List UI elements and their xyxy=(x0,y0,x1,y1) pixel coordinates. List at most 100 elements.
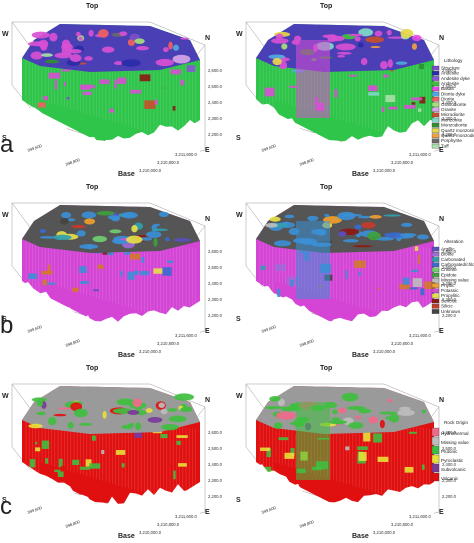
wall-patch xyxy=(264,87,275,97)
surface-domain xyxy=(374,30,383,37)
surface-domain xyxy=(158,402,165,408)
surface-domain xyxy=(126,235,143,244)
legend-swatch xyxy=(431,427,440,437)
surface-domain xyxy=(53,234,72,241)
wall-patch xyxy=(412,278,423,287)
x-tick-label: 3,211,600.0 xyxy=(409,333,431,338)
z-tick-label: 2,400.0 xyxy=(442,100,457,105)
surface-domain xyxy=(167,408,178,412)
wall-patch xyxy=(363,432,371,442)
surface-domain xyxy=(337,407,347,414)
wall-patch xyxy=(37,102,46,108)
surface-domain xyxy=(88,29,94,37)
surface-domain xyxy=(269,216,281,222)
surface-domain xyxy=(324,213,330,218)
surface-domain xyxy=(354,224,362,230)
surface-domain xyxy=(102,411,107,419)
wall-patch xyxy=(124,249,131,255)
surface-domain xyxy=(411,43,418,50)
surface-domain xyxy=(282,221,290,225)
label-east: E xyxy=(205,147,210,154)
surface-domain xyxy=(107,215,120,220)
wall-patch xyxy=(130,89,142,94)
surface-domain xyxy=(277,398,285,407)
legend-swatch xyxy=(431,97,440,102)
surface-domain xyxy=(275,33,284,40)
surface-domain xyxy=(60,217,69,225)
surface-domain xyxy=(346,406,366,411)
wall-patch xyxy=(420,288,425,296)
wall-patch xyxy=(377,456,389,462)
label-south: S xyxy=(2,316,7,323)
surface-domain xyxy=(268,54,285,60)
base-cut xyxy=(256,280,434,341)
surface-domain xyxy=(31,397,47,402)
wall-patch xyxy=(378,287,381,290)
surface-domain xyxy=(354,36,361,42)
block-model-1: Top W N S E 2,600.0 2,500.0 2,400.0 2,300.0 2,200… xyxy=(2,365,223,535)
surface-domain xyxy=(173,238,192,242)
surface-domain xyxy=(67,421,74,429)
legend-swatch xyxy=(431,76,440,81)
surface-domain xyxy=(352,245,373,248)
surface-domain xyxy=(147,416,163,423)
z-tick-label: 2,500.0 xyxy=(442,84,457,89)
wall-patch xyxy=(139,270,150,276)
wall-patch xyxy=(419,63,424,70)
wall-patch xyxy=(404,466,414,473)
surface-domain xyxy=(397,409,415,416)
label-south: S xyxy=(236,316,241,323)
surface-domain xyxy=(61,47,73,56)
surface-domain xyxy=(135,422,142,431)
label-base: Base xyxy=(118,171,135,178)
surface-domain xyxy=(386,29,392,36)
label-base: Base xyxy=(118,352,135,359)
x-tick-label: 3,211,600.0 xyxy=(175,514,197,519)
x-tick-label: 3,210,800.0 xyxy=(157,160,180,165)
wall-patch xyxy=(48,72,61,79)
surface-domain xyxy=(27,41,48,47)
legend-swatch xyxy=(431,472,440,482)
wall-patch xyxy=(91,435,96,441)
wall-patch xyxy=(79,466,90,470)
wall-patch xyxy=(97,264,104,269)
label-east: E xyxy=(439,509,444,516)
surface-domain xyxy=(369,215,382,219)
label-base: Base xyxy=(352,533,369,540)
section-cut xyxy=(296,402,330,480)
wall-patch xyxy=(421,464,425,470)
legend-swatch xyxy=(431,81,440,86)
y-tick-label: 398,800 xyxy=(299,157,316,167)
wall-patch xyxy=(260,447,270,451)
wall-patch xyxy=(411,97,422,101)
legend-label: Volcanic xyxy=(441,476,459,481)
surface-domain xyxy=(384,232,404,238)
z-tick-label: 2,600.0 xyxy=(208,430,223,435)
legend-swatch xyxy=(431,128,440,133)
legend-swatch xyxy=(431,246,440,252)
wall-patch xyxy=(411,102,416,105)
legend-swatch xyxy=(431,102,440,107)
label-south: S xyxy=(2,497,7,504)
wall-patch xyxy=(72,459,80,466)
wall-patch xyxy=(358,271,361,277)
panel-letter-c: c xyxy=(0,493,12,520)
label-west: W xyxy=(2,393,9,400)
legend-title: Rock Origin xyxy=(444,420,468,425)
wall-patch xyxy=(160,433,168,439)
surface-domain xyxy=(307,215,319,221)
label-top: Top xyxy=(320,184,332,191)
section-cut xyxy=(296,221,330,299)
wall-patch xyxy=(28,273,38,280)
legend-swatch xyxy=(431,298,440,304)
panel-b: Top W N S E 2,600.0 2,500.0 2,400.0 2,300.0 2,200… xyxy=(0,181,474,362)
surface-domain xyxy=(36,411,46,416)
surface-domain xyxy=(168,41,173,50)
surface-domain xyxy=(387,398,393,403)
surface-domain xyxy=(71,224,86,229)
x-tick-label: 3,210,800.0 xyxy=(157,522,180,527)
z-tick-label: 2,400.0 xyxy=(208,462,223,467)
surface-domain xyxy=(87,244,94,250)
surface-domain xyxy=(358,408,372,414)
wall-patch xyxy=(85,459,92,467)
